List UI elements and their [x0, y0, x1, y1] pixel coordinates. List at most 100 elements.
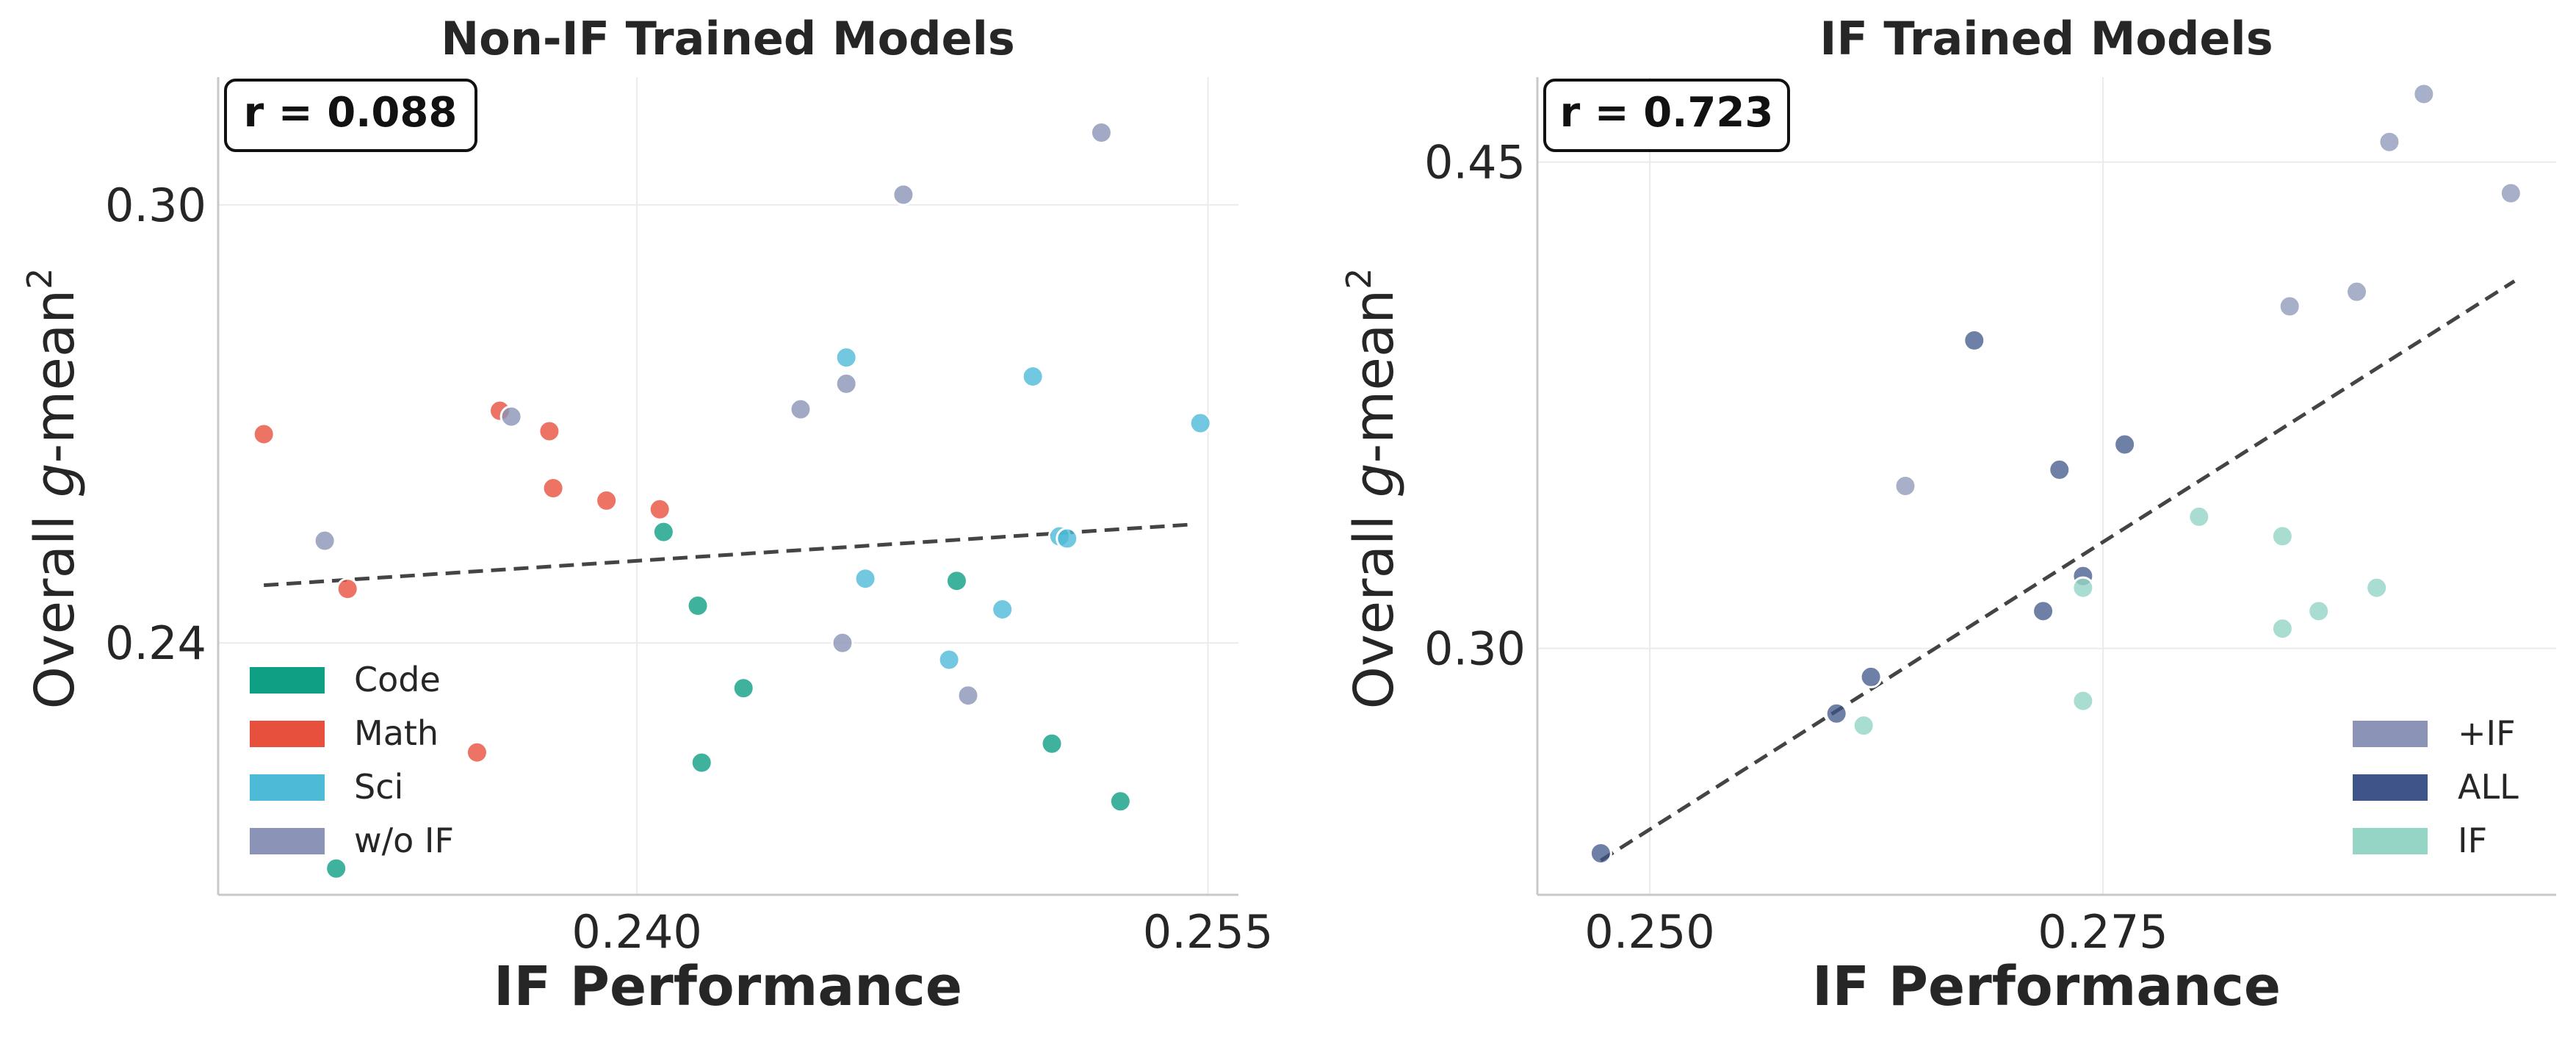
right-point-if — [2270, 525, 2294, 548]
right-annotation: r = 0.723 — [1543, 79, 1790, 152]
right-legend-swatch — [2353, 721, 2428, 747]
left-point-code — [652, 520, 675, 544]
right-chart-title: IF Trained Models — [1819, 12, 2273, 65]
panel-right: IF Trained Models 0.250 0.275 0.30 0.45 IF… — [1339, 12, 2556, 1018]
right-y-axis-label: Overall g-mean2 — [1339, 268, 1406, 710]
left-point-code — [325, 857, 348, 880]
left-x-axis-label: IF Performance — [494, 955, 962, 1018]
right-point-all — [2032, 599, 2055, 623]
left-point-w-o-if — [834, 372, 858, 395]
right-trend-line — [1600, 279, 2516, 862]
right-grid — [1537, 77, 2556, 895]
right-y-tick-label: 0.30 — [1424, 622, 1526, 676]
right-point-if — [2187, 505, 2211, 528]
left-x-tick-label: 0.240 — [571, 905, 702, 959]
left-point-w-o-if — [313, 529, 336, 552]
left-legend-swatch — [250, 667, 325, 694]
left-point-math — [595, 489, 618, 512]
right-point-if — [1852, 714, 1875, 738]
right-x-tick-label: 0.275 — [2038, 905, 2168, 959]
left-trend-group — [264, 522, 1189, 588]
right-point-all — [1589, 842, 1612, 865]
right-legend-swatch — [2353, 774, 2428, 801]
right-point-if — [2365, 576, 2389, 599]
right-point-if — [2071, 576, 2095, 599]
left-legend: Code Math Sci w/o IF — [250, 660, 454, 860]
right-point-if — [2270, 617, 2294, 641]
left-y-tick-label: 0.24 — [105, 616, 206, 670]
right-point-if — [2278, 295, 2301, 318]
right-trend-group — [1600, 279, 2516, 862]
right-point-if — [2307, 599, 2331, 623]
right-point-all — [2048, 458, 2071, 481]
right-x-axis-label: IF Performance — [1812, 955, 2281, 1018]
left-trend-line — [264, 522, 1189, 588]
left-x-tick-label: 0.255 — [1143, 905, 1274, 959]
right-legend-label: IF — [2458, 821, 2487, 860]
panel-left: Non-IF Trained Models 0.240 0.255 0.24 0.3… — [20, 12, 1273, 1018]
left-point-sci — [854, 567, 877, 591]
left-legend-label: w/o IF — [354, 821, 454, 860]
left-annotation: r = 0.088 — [224, 79, 477, 152]
left-point-code — [945, 569, 968, 593]
left-point-w-o-if — [789, 397, 812, 421]
left-point-math — [465, 741, 488, 764]
left-point-code — [686, 594, 710, 617]
left-point-w-o-if — [1089, 121, 1113, 145]
left-points — [252, 121, 1212, 880]
left-legend-label: Math — [354, 713, 439, 753]
left-y-axis-label: Overall g-mean2 — [20, 268, 87, 710]
right-y-tick-label: 0.45 — [1424, 136, 1526, 190]
right-point-if — [2345, 280, 2369, 303]
left-point-sci — [1056, 527, 1079, 550]
left-legend-swatch — [250, 828, 325, 854]
left-point-sci — [1188, 411, 1212, 435]
left-point-w-o-if — [892, 183, 915, 206]
left-legend-label: Sci — [354, 767, 403, 807]
right-point-if — [1894, 475, 1917, 497]
left-point-math — [648, 497, 671, 521]
right-r-value: r = 0.723 — [1560, 89, 1774, 137]
left-point-code — [732, 677, 755, 700]
left-legend-swatch — [250, 721, 325, 747]
right-point-all — [1859, 665, 1883, 688]
left-y-tick-label: 0.30 — [105, 179, 206, 232]
right-x-tick-label: 0.250 — [1584, 905, 1715, 959]
left-point-code — [690, 751, 713, 774]
left-point-sci — [1021, 364, 1045, 388]
right-point-all — [2113, 433, 2137, 456]
left-point-math — [252, 422, 275, 446]
right-points — [1589, 82, 2522, 865]
left-point-w-o-if — [499, 405, 523, 428]
right-point-all — [1825, 702, 1848, 725]
left-point-math — [538, 419, 561, 443]
left-point-sci — [937, 648, 961, 671]
left-point-code — [1108, 790, 1132, 813]
right-legend-label: ALL — [2458, 767, 2519, 807]
left-legend-swatch — [250, 774, 325, 801]
right-point-if — [2412, 82, 2436, 106]
right-point-if — [2378, 130, 2401, 154]
left-point-w-o-if — [956, 684, 980, 707]
left-point-w-o-if — [831, 631, 854, 655]
left-point-code — [1040, 732, 1064, 755]
left-legend-label: Code — [354, 660, 441, 699]
right-point-if — [2071, 689, 2095, 713]
left-grid — [218, 77, 1238, 895]
left-point-math — [541, 476, 565, 500]
right-legend-label: +IF — [2458, 713, 2516, 753]
right-point-all — [1963, 328, 1986, 352]
right-y-ticks: 0.30 0.45 — [1424, 136, 1526, 676]
left-r-value: r = 0.088 — [244, 89, 458, 137]
left-chart-title: Non-IF Trained Models — [441, 12, 1015, 65]
right-point-if — [2499, 181, 2522, 205]
left-x-ticks: 0.240 0.255 — [571, 905, 1273, 959]
right-legend: +IF ALL IF — [2353, 713, 2519, 860]
left-y-ticks: 0.24 0.30 — [105, 179, 206, 670]
left-point-math — [336, 577, 359, 601]
right-x-ticks: 0.250 0.275 — [1584, 905, 2168, 959]
left-point-sci — [991, 597, 1014, 621]
right-legend-swatch — [2353, 828, 2428, 854]
left-point-sci — [834, 346, 858, 370]
